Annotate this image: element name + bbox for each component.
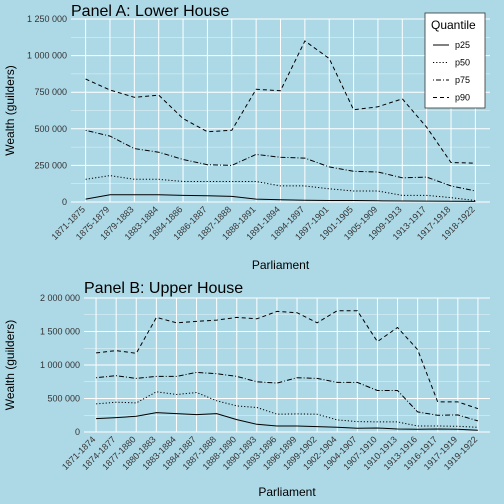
series-line-p25 <box>85 194 476 202</box>
y-tick-label: 1 000 000 <box>40 360 80 370</box>
legend-label-p75: p75 <box>455 75 470 85</box>
x-axis-title: Parliament <box>252 258 310 272</box>
series-line-p90 <box>85 40 476 164</box>
y-tick-label: 1 250 000 <box>27 14 67 24</box>
y-tick-label: 750 000 <box>34 87 67 97</box>
y-axis-title: Wealth (guilders) <box>3 65 17 155</box>
legend-label-p90: p90 <box>455 93 470 103</box>
panel-a: 0 250 000 500 000 750 000 1 000 000 1 250 000… <box>3 3 490 272</box>
legend-label-p50: p50 <box>455 58 470 68</box>
legend-box <box>424 12 486 109</box>
panel-title: Panel B: Upper House <box>84 280 243 297</box>
legend: Quantile p25 p50 p75 p90 <box>424 12 486 109</box>
y-tick-label: 2 000 000 <box>40 293 80 303</box>
series-line-p25 <box>96 412 478 431</box>
series-line-p90 <box>96 310 479 410</box>
y-tick-label: 1 000 000 <box>27 51 67 61</box>
y-axis-title: Wealth (guilders) <box>3 320 17 410</box>
panel-title: Panel A: Lower House <box>71 3 229 20</box>
series-line-p75 <box>85 129 476 192</box>
series-line-p50 <box>85 175 476 201</box>
series-line-p75 <box>96 371 479 422</box>
y-tick-label: 250 000 <box>34 160 67 170</box>
y-tick-label: 1 500 000 <box>40 327 80 337</box>
y-tick-label: 0 <box>62 197 67 207</box>
y-tick-label: 500 000 <box>34 124 67 134</box>
x-axis-title: Parliament <box>258 485 316 499</box>
y-tick-label: 500 000 <box>47 394 80 404</box>
legend-label-p25: p25 <box>455 40 470 50</box>
y-tick-label: 0 <box>75 427 80 437</box>
legend-title: Quantile <box>431 18 476 32</box>
